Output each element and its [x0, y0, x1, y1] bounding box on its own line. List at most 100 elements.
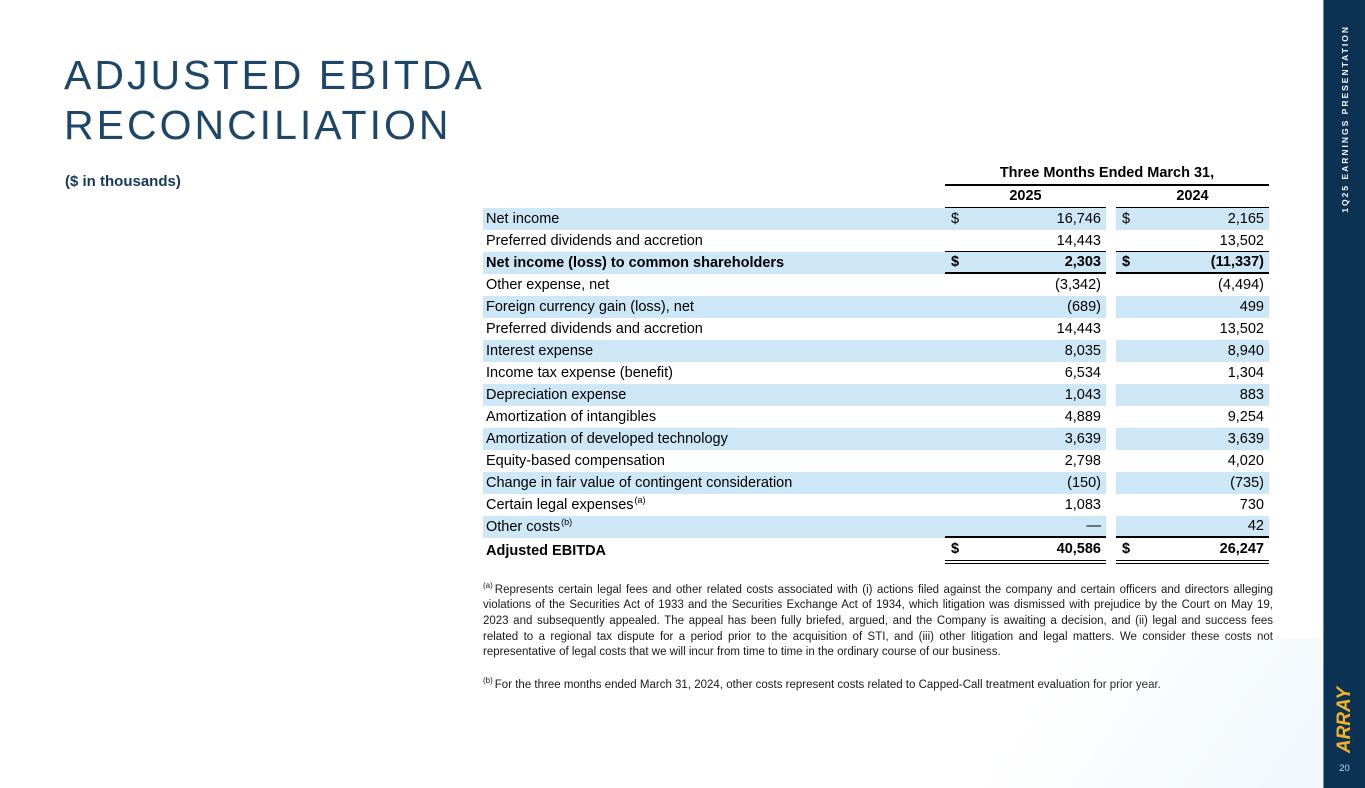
footnotes: (a) Represents certain legal fees and oth… — [483, 578, 1273, 705]
table-row: Other costs(b) — 42 — [483, 516, 1269, 538]
page-title-line2: RECONCILIATION — [64, 102, 452, 148]
value-2024: 1,304 — [1116, 362, 1269, 384]
row-label: Amortization of developed technology — [483, 428, 945, 450]
value: 14,443 — [1056, 232, 1101, 249]
column-spacer — [1106, 428, 1116, 450]
value: 3,639 — [1227, 431, 1264, 447]
table-row: Foreign currency gain (loss), net (689) 49… — [483, 296, 1269, 318]
value-2024: (735) — [1116, 472, 1269, 494]
value: 6,534 — [1064, 365, 1101, 381]
value-2025: $2,303 — [945, 252, 1106, 274]
row-label: Depreciation expense — [483, 384, 945, 406]
column-spacer — [1106, 230, 1116, 252]
dollar-sign: $ — [951, 211, 960, 227]
value: 40,586 — [1056, 541, 1101, 557]
value-2025: 3,639 — [945, 428, 1106, 450]
value: 13,502 — [1219, 232, 1264, 249]
value-2025: 6,534 — [945, 362, 1106, 384]
column-spacer — [1106, 450, 1116, 472]
table-row: Income tax expense (benefit) 6,534 1,304 — [483, 362, 1269, 384]
value-2024: $26,247 — [1116, 538, 1269, 564]
value-2025: (689) — [945, 296, 1106, 318]
column-spacer — [1106, 538, 1116, 564]
footnote-a-marker: (a) — [483, 581, 493, 590]
value-2024: $ (11,337) — [1116, 252, 1269, 274]
column-spacer — [1106, 472, 1116, 494]
row-label: Change in fair value of contingent consi… — [483, 472, 945, 494]
table-row: Amortization of intangibles 4,889 9,254 — [483, 406, 1269, 428]
table-row: Preferred dividends and accretion 14,443 1… — [483, 230, 1269, 252]
presentation-label: 1Q25 EARNINGS PRESENTATION — [1339, 25, 1350, 213]
row-label: Amortization of intangibles — [486, 409, 657, 425]
value-2025: 14,443 — [945, 230, 1106, 252]
value: (3,342) — [1055, 277, 1101, 293]
value: 2,798 — [1064, 453, 1101, 469]
value: 4,889 — [1064, 409, 1101, 425]
column-spacer — [1106, 362, 1116, 384]
array-logo: ARRAY — [1333, 686, 1355, 753]
value-2024: 883 — [1116, 384, 1269, 406]
value-2025: 1,043 — [945, 384, 1106, 406]
table-row: Depreciation expense 1,043 883 — [483, 384, 1269, 406]
value: 1,043 — [1064, 387, 1101, 403]
value-2025: — — [945, 516, 1106, 538]
value: 9,254 — [1227, 409, 1264, 425]
row-label: Other expense, net — [486, 277, 610, 293]
value-2025: (150) — [945, 472, 1106, 494]
column-spacer — [1106, 494, 1116, 516]
row-label: Certain legal expenses(a) — [486, 495, 646, 513]
table-body: Net income $16,746 $2,165 Preferred dividen… — [483, 208, 1269, 564]
value-2024: 42 — [1116, 516, 1269, 538]
column-header-2025: 2025 — [945, 186, 1106, 209]
value: 730 — [1239, 497, 1264, 513]
table-row: Other expense, net (3,342) (4,494) — [483, 274, 1269, 296]
value: (150) — [1067, 475, 1101, 491]
table-row: Interest expense 8,035 8,940 — [483, 340, 1269, 362]
row-label: Preferred dividends and accretion — [486, 321, 703, 337]
value: (4,494) — [1218, 277, 1264, 293]
dollar-sign: $ — [951, 541, 960, 557]
column-spacer — [1106, 208, 1116, 230]
value: 13,502 — [1219, 321, 1264, 337]
dollar-sign: $ — [951, 254, 960, 270]
value: 8,940 — [1227, 343, 1264, 359]
value: 14,443 — [1056, 321, 1101, 337]
column-spacer — [1106, 516, 1116, 538]
value-2024: 499 — [1116, 296, 1269, 318]
value-2025: $16,746 — [945, 208, 1106, 230]
row-label: Foreign currency gain (loss), net — [483, 296, 945, 318]
table-period-header: Three Months Ended March 31, — [945, 165, 1269, 186]
value-2024: 13,502 — [1116, 230, 1269, 252]
table-row: Amortization of developed technology 3,63… — [483, 428, 1269, 450]
table-row: Net income $16,746 $2,165 — [483, 208, 1269, 230]
column-spacer — [1106, 406, 1116, 428]
row-label: Equity-based compensation — [486, 453, 665, 469]
column-spacer — [1106, 274, 1116, 296]
column-spacer — [1106, 252, 1116, 274]
column-spacer — [1106, 384, 1116, 406]
value-2025: 1,083 — [945, 494, 1106, 516]
value: 26,247 — [1219, 541, 1264, 557]
footnote-b-marker: (b) — [483, 675, 493, 685]
footnote-b-text: For the three months ended March 31, 202… — [494, 678, 1161, 691]
footnote-a-text: Represents certain legal fees and other … — [483, 583, 1273, 659]
page-title: ADJUSTED EBITDA RECONCILIATION — [64, 50, 485, 150]
table-row: Net income (loss) to common shareholders… — [483, 252, 1269, 274]
value-2025: (3,342) — [945, 274, 1106, 296]
value: 4,020 — [1227, 453, 1264, 469]
value: (735) — [1230, 475, 1264, 491]
value-2025: 14,443 — [945, 318, 1106, 340]
value-2024: 730 — [1116, 494, 1269, 516]
value-2024: 13,502 — [1116, 318, 1269, 340]
column-header-2024: 2024 — [1116, 186, 1269, 209]
table-row: Equity-based compensation 2,798 4,020 — [483, 450, 1269, 472]
financial-table: Three Months Ended March 31, 2025 2024 N… — [483, 165, 1269, 564]
value-2024: 9,254 — [1116, 406, 1269, 428]
value: 883 — [1239, 387, 1264, 403]
value-2025: $40,586 — [945, 538, 1106, 564]
value: 1,083 — [1064, 497, 1101, 513]
value-2025: 8,035 — [945, 340, 1106, 362]
dollar-sign: $ — [1122, 541, 1131, 557]
table-row: Certain legal expenses(a) 1,083 730 — [483, 494, 1269, 516]
